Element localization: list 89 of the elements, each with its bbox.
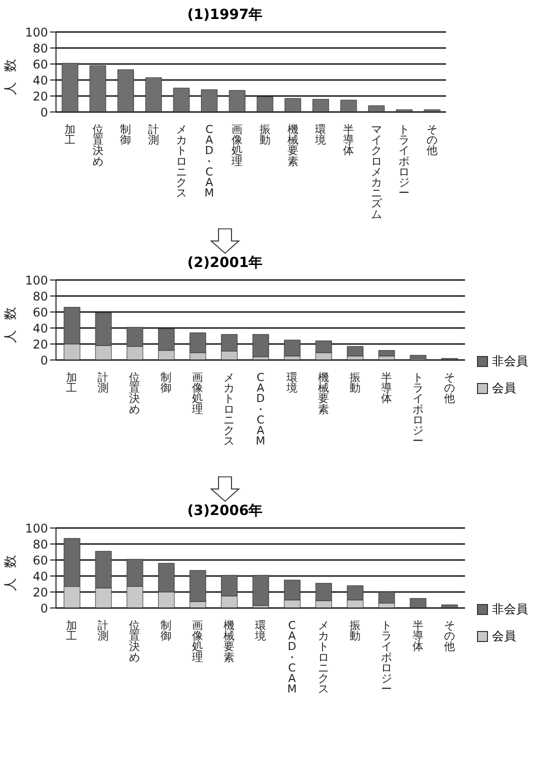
legend-label: 非会員	[492, 353, 528, 370]
x-tick-label: 振動	[349, 619, 360, 643]
x-tick-label: メカトロニクス	[176, 123, 187, 200]
bar	[201, 89, 218, 112]
y-tick-label: 60	[32, 57, 48, 72]
x-tick-label: 制御	[160, 619, 172, 643]
y-tick-label: 20	[32, 337, 48, 352]
x-tick-label: 画像処理	[192, 371, 204, 416]
x-tick-label: 加工	[64, 123, 76, 147]
bar	[410, 598, 426, 608]
y-axis-title: 人数	[4, 545, 19, 591]
bar	[410, 354, 426, 359]
x-tick-label: 加工	[66, 371, 78, 395]
y-tick-label: 80	[32, 41, 48, 56]
x-tick-label: 環境	[285, 371, 298, 395]
bar	[256, 96, 274, 112]
y-tick-label: 80	[32, 537, 48, 552]
bar	[284, 98, 302, 112]
x-tick-label: 振動	[349, 371, 360, 395]
x-tick-label: 加工	[66, 619, 78, 643]
x-tick-label: トライボロジー	[380, 619, 392, 696]
x-tick-label: 画像処理	[232, 123, 243, 168]
bar	[346, 346, 364, 356]
x-tick-label: 画像処理	[192, 619, 204, 664]
bar	[62, 62, 78, 112]
x-tick-label: メカトロニクス	[224, 371, 235, 448]
x-tick-label: 半導体	[380, 371, 392, 406]
bar	[284, 340, 300, 356]
y-tick-label: 0	[40, 105, 48, 120]
y-tick-label: 100	[25, 273, 48, 288]
x-tick-label: 位置決め	[129, 371, 140, 416]
y-tick-label: 100	[25, 25, 48, 40]
x-tick-label: 機械要素	[287, 123, 298, 168]
chart-title: (2)2001年	[186, 254, 264, 273]
y-tick-label: 80	[32, 289, 48, 304]
x-tick-label: CAD・CAM	[204, 123, 215, 200]
bar	[145, 77, 162, 112]
bar	[378, 592, 395, 604]
y-tick-label: 60	[32, 553, 48, 568]
x-tick-label: その他	[426, 123, 438, 158]
legend-label: 会員	[492, 628, 516, 645]
bar	[228, 90, 246, 112]
x-tick-label: 計測	[98, 371, 109, 395]
x-tick-label: メカトロニクス	[318, 619, 329, 696]
x-tick-label: 計測	[148, 123, 159, 147]
y-axis-title: 人数	[4, 297, 19, 343]
legend-label: 会員	[492, 380, 516, 397]
legend-label: 非会員	[492, 601, 528, 618]
x-tick-label: 機械要素	[318, 371, 329, 416]
y-tick-label: 40	[32, 73, 48, 88]
y-tick-label: 100	[25, 521, 48, 536]
x-tick-label: トライボロジー	[398, 123, 410, 200]
x-tick-label: 制御	[160, 371, 172, 395]
y-tick-label: 0	[40, 353, 48, 368]
bar	[312, 98, 329, 112]
bar	[173, 88, 190, 112]
x-tick-label: トライボロジー	[412, 371, 424, 448]
y-tick-label: 20	[32, 585, 48, 600]
bar	[368, 105, 385, 112]
x-tick-label: 半導体	[343, 123, 354, 158]
x-tick-label: 機械要素	[224, 619, 235, 664]
x-tick-label: 環境	[254, 619, 266, 643]
y-tick-label: 40	[32, 569, 48, 584]
chart-title: (1)1997年	[186, 6, 264, 25]
y-tick-label: 0	[40, 601, 48, 616]
x-tick-label: 位置決め	[129, 619, 140, 664]
x-tick-label: CAD・CAM	[286, 619, 298, 696]
x-tick-label: 半導体	[412, 619, 424, 654]
bar	[378, 350, 395, 356]
bar	[252, 334, 270, 358]
x-tick-label: 振動	[259, 123, 270, 147]
bar	[90, 65, 106, 112]
chart-title: (3)2006年	[186, 502, 264, 521]
y-tick-label: 60	[32, 305, 48, 320]
x-tick-label: CAD・CAM	[255, 371, 266, 448]
x-tick-label: 位置決め	[92, 123, 104, 168]
bar	[441, 604, 458, 608]
bar	[252, 574, 270, 606]
x-tick-label: 制御	[120, 123, 132, 147]
y-tick-label: 40	[32, 321, 48, 336]
bar	[117, 69, 134, 112]
category-label: マイクロメカニズム	[370, 123, 382, 221]
x-tick-label: 計測	[98, 619, 109, 643]
x-tick-label: その他	[444, 619, 455, 654]
x-tick-label: その他	[444, 371, 455, 406]
bar	[340, 100, 357, 112]
y-axis-title: 人数	[4, 49, 19, 95]
y-tick-label: 20	[32, 89, 48, 104]
x-tick-label: 環境	[314, 123, 326, 147]
